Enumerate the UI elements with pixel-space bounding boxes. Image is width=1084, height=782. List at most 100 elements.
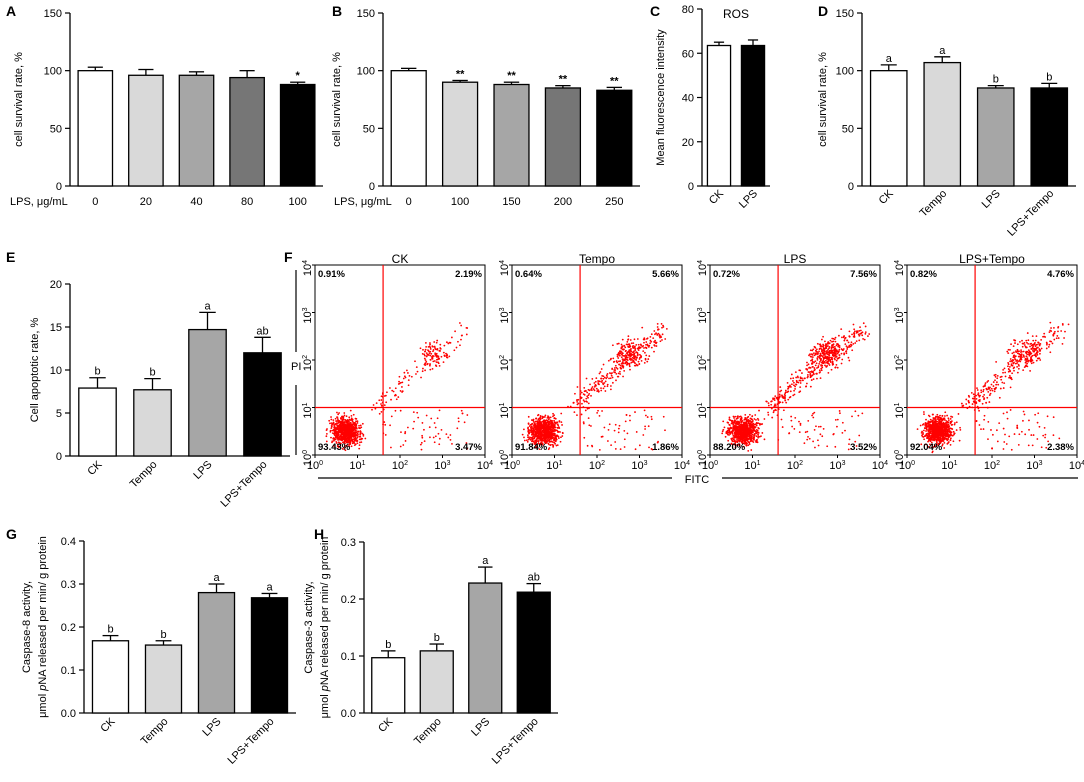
event-dot <box>420 448 423 451</box>
event-dot <box>832 363 835 366</box>
event-dot <box>333 434 336 436</box>
event-dot <box>846 348 849 350</box>
event-dot <box>343 414 346 417</box>
event-dot <box>724 435 727 438</box>
event-dot <box>603 376 606 379</box>
bar <box>390 70 427 187</box>
event-dot <box>662 324 664 327</box>
y-tick-label: 103 <box>302 307 314 323</box>
event-dot <box>343 446 345 449</box>
event-dot <box>413 420 415 423</box>
event-dot <box>552 423 555 426</box>
event-dot <box>352 428 354 430</box>
y-tick-label: 20 <box>50 279 62 291</box>
event-dot <box>549 430 552 432</box>
event-dot <box>923 429 925 432</box>
event-dot <box>539 443 541 446</box>
event-dot <box>659 336 661 339</box>
event-dot <box>659 335 662 338</box>
event-dot <box>617 427 620 430</box>
event-dot <box>343 421 345 424</box>
event-dot <box>792 377 795 380</box>
event-dot <box>331 432 334 435</box>
event-dot <box>344 444 346 447</box>
event-dot <box>531 443 534 445</box>
event-dot <box>453 349 456 352</box>
event-dot <box>542 437 544 440</box>
event-dot <box>751 429 754 431</box>
event-dot <box>556 444 559 447</box>
event-dot <box>940 418 942 421</box>
event-dot <box>930 446 933 449</box>
event-dot <box>932 445 935 448</box>
event-dot <box>840 352 843 355</box>
event-dot <box>637 360 640 363</box>
event-dot <box>648 446 650 449</box>
event-dot <box>633 361 636 364</box>
x-tick-label: 250 <box>605 196 623 208</box>
event-dot <box>752 441 755 443</box>
event-dot <box>424 362 427 365</box>
event-dot <box>356 434 359 437</box>
event-dot <box>333 432 336 435</box>
event-dot <box>611 367 614 370</box>
event-dot <box>609 358 612 361</box>
event-dot <box>939 429 942 432</box>
event-dot <box>792 380 794 382</box>
bar <box>188 328 227 457</box>
event-dot <box>743 422 746 425</box>
event-dot <box>435 358 438 361</box>
event-dot <box>425 345 428 348</box>
x-tick-label: CK <box>98 715 118 735</box>
event-dot <box>599 380 601 383</box>
event-dot <box>586 391 589 394</box>
plot-title: CK <box>392 252 409 266</box>
tick-exponent: 4 <box>686 460 690 467</box>
event-dot <box>827 358 829 361</box>
event-dot <box>923 438 926 441</box>
event-dot <box>932 413 934 416</box>
tick-base: 10 <box>302 359 314 371</box>
event-dot <box>650 333 653 336</box>
event-dot <box>362 433 365 436</box>
event-dot <box>597 380 599 382</box>
event-dot <box>752 431 754 434</box>
significance-label: * <box>296 70 301 82</box>
event-dot <box>627 338 630 341</box>
event-dot <box>927 421 930 423</box>
event-dot <box>615 366 618 369</box>
event-dot <box>576 400 579 403</box>
event-dot <box>426 353 429 356</box>
event-dot <box>806 438 809 441</box>
event-dot <box>426 362 429 365</box>
event-dot <box>984 382 987 385</box>
event-dot <box>745 429 748 432</box>
event-dot <box>348 425 351 428</box>
event-dot <box>554 417 557 420</box>
event-dot <box>603 426 606 429</box>
event-dot <box>935 427 938 430</box>
event-dot <box>736 417 738 420</box>
event-dot <box>939 433 942 436</box>
event-dot <box>809 385 812 388</box>
event-dot <box>802 379 804 382</box>
tick-exponent: 2 <box>404 460 408 467</box>
event-dot <box>345 415 348 418</box>
event-dot <box>925 418 927 421</box>
event-dot <box>827 342 830 345</box>
event-dot <box>737 433 740 436</box>
event-dot <box>747 449 750 452</box>
event-dot <box>732 423 734 426</box>
event-dot <box>747 418 750 421</box>
bar <box>740 44 766 187</box>
event-dot <box>950 431 953 434</box>
event-dot <box>946 442 949 445</box>
x-tick-label: Tempo <box>128 459 160 491</box>
event-dot <box>460 338 462 341</box>
event-dot <box>1002 371 1004 374</box>
event-dot <box>1048 343 1051 346</box>
event-dot <box>767 402 770 405</box>
event-dot <box>835 349 838 351</box>
event-dot <box>634 349 637 351</box>
